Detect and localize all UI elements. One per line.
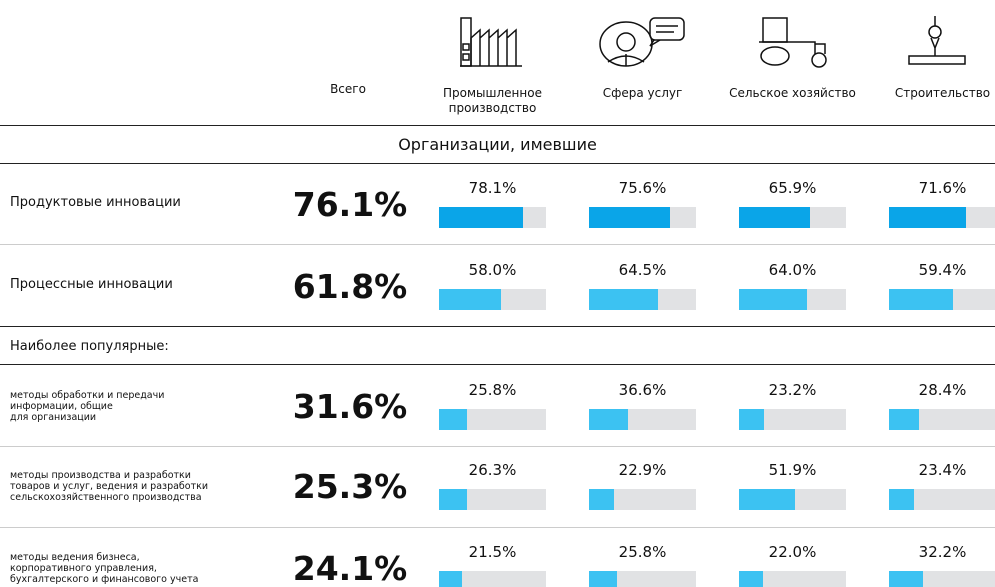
value-label: 75.6% [618, 179, 667, 197]
value-label: 36.6% [618, 381, 667, 399]
value-label: 23.4% [918, 461, 967, 479]
bar-track [439, 571, 546, 587]
divider [0, 163, 995, 164]
bar [439, 207, 523, 228]
value-label: 25.8% [618, 543, 667, 561]
divider [0, 527, 995, 528]
bar [589, 571, 617, 587]
bar [439, 571, 462, 587]
bar [889, 489, 915, 510]
bar [739, 289, 808, 310]
value-label: 58.0% [468, 261, 517, 279]
row-label: Процессные инновации [10, 277, 173, 292]
total-value: 76.1% [292, 185, 408, 224]
column-header: Промышленное производство [443, 86, 542, 115]
bar [739, 571, 763, 587]
row-label: методы производства и разработки товаров… [10, 470, 209, 503]
value-label: 64.5% [618, 261, 667, 279]
value-label: 65.9% [768, 179, 817, 197]
value-label: 32.2% [918, 543, 967, 561]
total-value: 25.3% [292, 467, 408, 506]
row-label: Продуктовые инновации [10, 195, 181, 210]
bar [439, 489, 468, 510]
column-header: Сельское хозяйство [729, 86, 856, 100]
bar [589, 289, 658, 310]
divider [0, 244, 995, 245]
bar-track [889, 489, 995, 510]
divider [0, 125, 995, 126]
value-label: 28.4% [918, 381, 967, 399]
bar-track [739, 409, 846, 430]
bar [739, 489, 795, 510]
value-label: 22.9% [618, 461, 667, 479]
total-value: 61.8% [292, 267, 408, 306]
value-label: 21.5% [468, 543, 517, 561]
value-label: 26.3% [468, 461, 517, 479]
divider [0, 326, 995, 327]
subheading: Наиболее популярные: [10, 339, 169, 354]
value-label: 78.1% [468, 179, 517, 197]
total-value: 24.1% [292, 549, 408, 587]
person-icon [599, 17, 685, 67]
column-header: Всего [330, 82, 366, 96]
value-label: 22.0% [768, 543, 817, 561]
bar [889, 571, 924, 587]
value-label: 25.8% [468, 381, 517, 399]
row-label: методы обработки и передачи информации, … [10, 390, 165, 423]
divider [0, 446, 995, 447]
divider [0, 364, 995, 365]
bar [589, 409, 629, 430]
value-label: 71.6% [918, 179, 967, 197]
bar [439, 289, 502, 310]
bar [439, 409, 467, 430]
column-header: Строительство [894, 86, 991, 100]
crane-icon [908, 16, 966, 65]
bar [889, 207, 966, 228]
value-label: 23.2% [768, 381, 817, 399]
bar [889, 409, 920, 430]
bar [589, 489, 614, 510]
bar-track [739, 571, 846, 587]
bar [589, 207, 670, 228]
tractor-icon [759, 17, 827, 68]
bar [739, 409, 764, 430]
factory-icon [460, 17, 522, 67]
bar [739, 207, 810, 228]
bar-track [589, 489, 696, 510]
value-label: 51.9% [768, 461, 817, 479]
value-label: 64.0% [768, 261, 817, 279]
value-label: 59.4% [918, 261, 967, 279]
bar [889, 289, 953, 310]
total-value: 31.6% [292, 387, 408, 426]
row-label: методы ведения бизнеса, корпоративного у… [10, 552, 199, 585]
section-title: Организации, имевшие [398, 135, 597, 154]
column-header: Сфера услуг [602, 86, 683, 100]
